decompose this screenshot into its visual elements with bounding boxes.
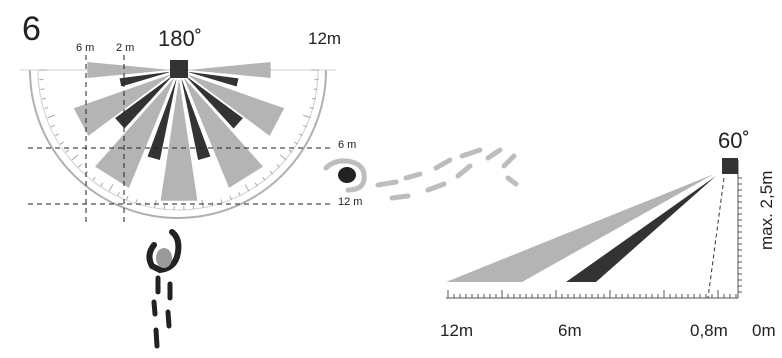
axis-label-0-8m: 0,8m [690,322,728,339]
mark-2m-vertical: 2 m [116,43,134,54]
mark-6m-vertical: 6 m [76,43,94,54]
arc-tick [47,115,55,118]
zone-far [446,174,714,282]
mount-drop [708,178,724,298]
top-range-label: 12m [308,30,341,47]
arc-tick [44,107,48,108]
top-angle-label: 180˚ [158,28,202,50]
arc-tick [314,89,318,90]
arc-tick [255,183,257,186]
arc-tick [66,150,69,152]
arc-tick [127,196,128,200]
arc-tick [277,164,280,167]
step-number: 6 [22,12,41,46]
arc-tick [303,115,311,118]
arc-tick [51,125,55,127]
side-angle-label: 60˚ [718,130,750,152]
axis-label-12m: 12m [440,322,473,339]
height-label: max. 2,5m [758,171,775,250]
arc-tick [60,142,63,144]
side-view [446,158,742,298]
arc-tick [78,164,81,167]
arc-tick [109,184,113,191]
sensor-top [170,60,188,78]
arc-tick [40,89,44,90]
arc-tick [101,183,103,186]
arc-tick [42,98,46,99]
detection-ray [161,80,198,201]
mark-12m-horizontal: 12 m [338,197,362,208]
arc-tick [230,196,231,200]
mark-6m-horizontal: 6 m [338,140,356,151]
axis-label-6m: 6m [558,322,582,339]
arc-tick [118,192,120,196]
detection-zones-top [74,62,284,201]
person-walking-vertical [149,232,178,346]
arc-tick [270,171,273,174]
arc-tick [263,177,265,180]
arc-tick [93,177,95,180]
arc-tick [280,155,286,160]
arc-tick [72,155,78,160]
axis-label-0m: 0m [752,322,776,339]
arc-tick [245,184,249,191]
arc-tick [136,199,137,203]
person-walking-horizontal [326,150,516,198]
arc-tick [55,134,59,136]
sensor-side [722,158,738,174]
arc-tick [221,199,222,203]
